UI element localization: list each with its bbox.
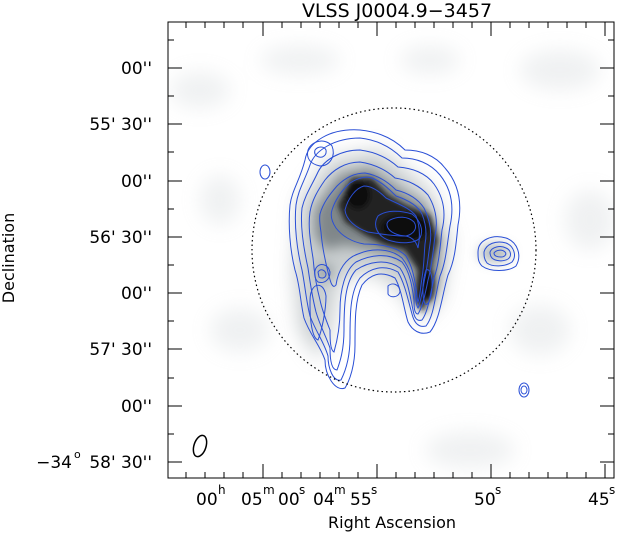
contour-overlay (259, 129, 530, 398)
ra-s-symbol-4: s (609, 483, 615, 497)
contour-level-1 (288, 129, 461, 390)
ra-min-04: 04 (313, 490, 335, 510)
contour-level-4 (308, 161, 437, 353)
contour-level-9 (386, 216, 417, 237)
y-axis-label: Declination (0, 213, 18, 303)
ra-sec-45: 45 (588, 490, 610, 510)
ra-sec-00: 00 (278, 490, 300, 510)
ra-tick-labels: 00 h 05 m 00 s 04 m 55 s 50 s 45 s (196, 483, 615, 510)
contour-level-3 (301, 149, 445, 371)
plot-frame (167, 21, 615, 479)
ra-s-symbol-3: s (495, 483, 501, 497)
dec-label-7: 58' 30'' (89, 453, 152, 473)
ra-s-symbol-1: s (299, 483, 305, 497)
right-source-contours (477, 236, 520, 271)
contour-level-5 (319, 172, 432, 309)
contour-level-8 (375, 210, 423, 244)
contour-level-6 (330, 176, 427, 304)
contour-level-10 (422, 269, 433, 305)
dec-label-6: 00'' (121, 397, 152, 417)
ra-hours: 00 (196, 490, 218, 510)
ra-s-symbol-2: s (371, 483, 377, 497)
figure-title: VLSS J0004.9−3457 (302, 0, 492, 22)
dec-degree-value: −34 (36, 453, 72, 473)
dec-label-4: 00'' (121, 284, 152, 304)
dotted-aperture-circle (251, 107, 537, 393)
grayscale-image (168, 22, 614, 478)
isolated-source-bottom-right (518, 382, 530, 398)
dec-label-1: 55' 30'' (89, 115, 152, 135)
ra-m-symbol-1: m (263, 483, 275, 497)
ra-m-symbol-2: m (334, 483, 346, 497)
contour-level-2 (294, 137, 453, 381)
beam-ellipse (192, 434, 208, 458)
ra-min-05: 05 (241, 490, 263, 510)
axis-ticks (168, 22, 614, 478)
dec-label-3: 56' 30'' (89, 228, 152, 248)
x-axis-label: Right Ascension (328, 513, 456, 532)
dec-label-0: 00'' (121, 59, 152, 79)
dec-label-2: 00'' (121, 172, 152, 192)
isolated-source-left (259, 164, 271, 180)
dec-degree-symbol: o (74, 448, 81, 461)
dec-tick-labels: 00'' 55' 30'' 00'' 56' 30'' 00'' 57' 30'… (36, 59, 152, 473)
ra-h-symbol: h (218, 483, 226, 497)
dec-label-5: 57' 30'' (89, 340, 152, 360)
contour-level-7 (344, 185, 420, 249)
ra-sec-55: 55 (350, 490, 372, 510)
ra-sec-50: 50 (474, 490, 496, 510)
